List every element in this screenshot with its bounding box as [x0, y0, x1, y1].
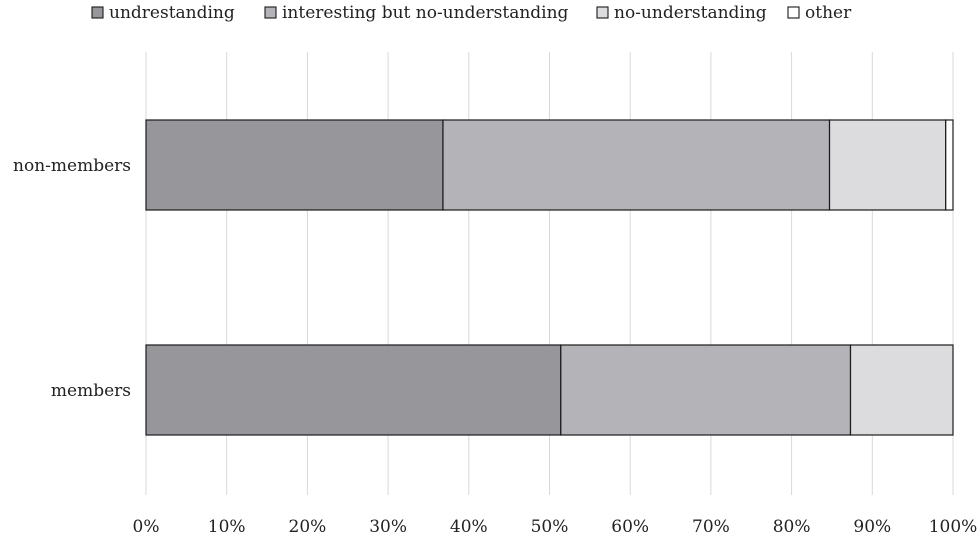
bar-segment-no-understanding: [828, 119, 947, 211]
legend-item-interesting-but-no-understanding[interactable]: interesting but no-understanding: [264, 3, 569, 23]
category-label: non-members: [13, 156, 131, 176]
x-tick-label: 80%: [773, 517, 811, 537]
legend-swatch: [787, 6, 800, 19]
x-tick-label: 0%: [133, 517, 160, 537]
legend-label: undrestanding: [109, 3, 235, 23]
bar-segment-undrestanding: [145, 344, 562, 436]
x-tick-label: 90%: [853, 517, 891, 537]
legend-label: other: [805, 3, 852, 23]
bar-segment-other: [945, 119, 954, 211]
x-tick-label: 10%: [208, 517, 246, 537]
legend-swatch: [91, 6, 104, 19]
x-tick-label: 100%: [929, 517, 978, 537]
x-tick-label: 70%: [692, 517, 730, 537]
x-axis-tick-labels: 0% 10% 20% 30% 40% 50% 60% 70% 80% 90% 100%: [133, 517, 978, 537]
legend-swatch: [264, 6, 277, 19]
x-tick-label: 40%: [450, 517, 488, 537]
legend[interactable]: undrestanding interesting but no-understa…: [91, 3, 852, 23]
bar-segment-no-understanding: [849, 344, 954, 436]
x-tick-label: 60%: [611, 517, 649, 537]
legend-item-no-understanding[interactable]: no-understanding: [596, 3, 767, 23]
x-tick-label: 20%: [289, 517, 327, 537]
bars: [145, 119, 954, 436]
legend-label: no-understanding: [614, 3, 767, 23]
bar-group-members: [145, 344, 954, 436]
bar-segment-interesting-but-no-understanding: [442, 119, 831, 211]
legend-label: interesting but no-understanding: [282, 3, 569, 23]
x-tick-label: 30%: [369, 517, 407, 537]
legend-item-other[interactable]: other: [787, 3, 852, 23]
category-labels: non-members members: [13, 156, 131, 401]
category-label: members: [51, 381, 131, 401]
legend-swatch: [596, 6, 609, 19]
bar-segment-undrestanding: [145, 119, 444, 211]
bar-segment-interesting-but-no-understanding: [560, 344, 852, 436]
bar-group-non-members: [145, 119, 954, 211]
x-tick-label: 50%: [531, 517, 569, 537]
legend-item-undrestanding[interactable]: undrestanding: [91, 3, 235, 23]
